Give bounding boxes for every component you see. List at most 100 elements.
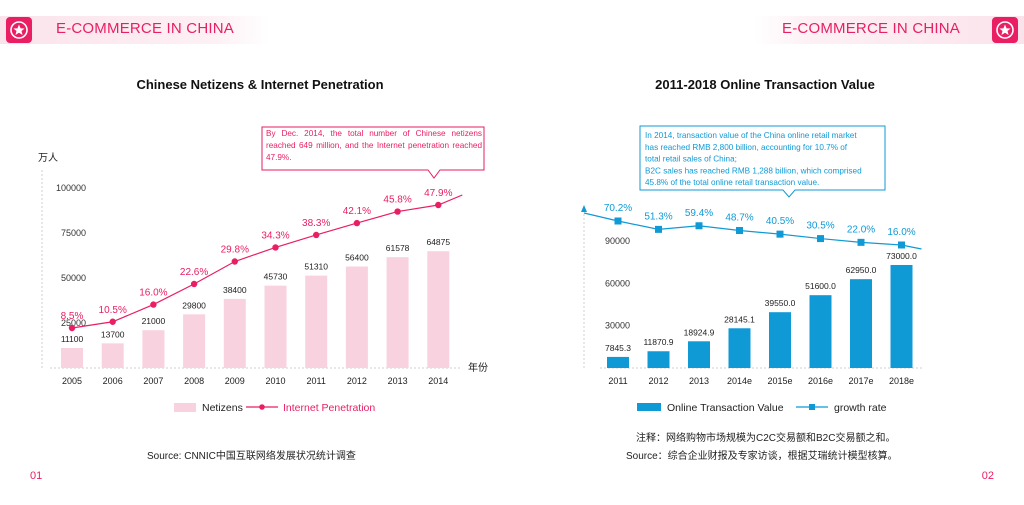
x-axis-unit: 年份 bbox=[468, 361, 488, 374]
penetration-value-label: 10.5% bbox=[99, 305, 127, 316]
netizens-value-label: 56400 bbox=[345, 252, 369, 262]
x-tick-label: 2005 bbox=[62, 376, 82, 386]
x-tick-label: 2012 bbox=[648, 376, 668, 386]
left-source: Source: CNNIC中国互联网络发展状况统计调查 bbox=[147, 449, 356, 462]
x-tick-label: 2014e bbox=[727, 376, 752, 386]
transaction-bar bbox=[809, 295, 832, 368]
y-tick-label: 60000 bbox=[605, 278, 630, 288]
penetration-point bbox=[231, 258, 238, 265]
growth-rate-label: 51.3% bbox=[644, 211, 672, 222]
netizens-value-label: 45730 bbox=[264, 272, 288, 282]
legend-transaction-label: Online Transaction Value bbox=[667, 402, 784, 414]
penetration-point bbox=[435, 201, 442, 209]
netizens-bar bbox=[223, 298, 246, 368]
penetration-point bbox=[150, 301, 157, 308]
netizens-bar bbox=[386, 257, 409, 368]
netizens-bar bbox=[264, 285, 287, 368]
growth-rate-label: 16.0% bbox=[887, 227, 915, 238]
netizens-value-label: 29800 bbox=[182, 300, 206, 310]
penetration-point bbox=[109, 318, 116, 325]
penetration-point bbox=[272, 244, 279, 251]
transaction-value-label: 51600.0 bbox=[805, 281, 836, 291]
transaction-bar bbox=[688, 341, 710, 368]
netizens-bar bbox=[61, 348, 83, 368]
transaction-value-label: 18924.9 bbox=[684, 327, 715, 337]
x-tick-label: 2011 bbox=[307, 376, 326, 386]
transaction-bar bbox=[769, 312, 791, 368]
legend-penetration-label: Internet Penetration bbox=[283, 402, 375, 414]
netizens-bar bbox=[305, 275, 328, 368]
y-tick-label: 75000 bbox=[61, 228, 86, 238]
transaction-value-label: 7845.3 bbox=[605, 343, 631, 353]
netizens-bar bbox=[427, 251, 450, 368]
legend-penetration-marker bbox=[259, 404, 265, 410]
transaction-value-label: 62950.0 bbox=[846, 265, 877, 275]
left-header-band bbox=[0, 16, 270, 44]
netizens-bar bbox=[183, 314, 206, 368]
annotation-line: has reached RMB 2,800 billion, accountin… bbox=[645, 143, 848, 152]
netizens-value-label: 61578 bbox=[386, 243, 410, 253]
netizens-value-label: 11100 bbox=[61, 334, 84, 344]
penetration-value-label: 22.6% bbox=[180, 267, 208, 278]
growth-rate-label: 40.5% bbox=[766, 216, 794, 227]
transaction-bar bbox=[607, 356, 629, 368]
y-axis-arrow bbox=[581, 205, 587, 212]
transaction-chart: In 2014, transaction value of the China … bbox=[581, 125, 922, 462]
penetration-point bbox=[394, 208, 401, 215]
growth-rate-point bbox=[655, 225, 662, 233]
legend-transaction-swatch bbox=[637, 403, 661, 411]
y-tick-label: 90000 bbox=[605, 236, 630, 246]
x-tick-label: 2014 bbox=[428, 376, 448, 386]
netizens-bar bbox=[142, 330, 165, 368]
section-title-left: E-COMMERCE IN CHINA bbox=[56, 20, 234, 37]
annotation-box bbox=[261, 126, 485, 179]
x-tick-label: 2006 bbox=[103, 376, 123, 386]
growth-rate-point bbox=[614, 217, 622, 225]
netizens-bar bbox=[345, 266, 368, 368]
annotation-line: In 2014, transaction value of the China … bbox=[645, 131, 857, 140]
transaction-value-label: 73000.0 bbox=[886, 251, 917, 261]
legend-growth-label: growth rate bbox=[834, 402, 887, 414]
annotation-line: B2C sales has reached RMB 1,288 billion,… bbox=[645, 166, 862, 175]
right-header-band bbox=[754, 16, 1024, 44]
netizens-value-label: 38400 bbox=[223, 285, 247, 295]
growth-rate-label: 59.4% bbox=[685, 208, 713, 219]
y-tick-label: 50000 bbox=[61, 273, 86, 283]
transaction-value-label: 28145.1 bbox=[724, 314, 755, 324]
growth-rate-label: 48.7% bbox=[725, 213, 753, 224]
growth-rate-point bbox=[817, 235, 824, 243]
transaction-bar bbox=[850, 279, 872, 368]
right-source: Source：综合企业财报及专家访谈，根据艾瑞统计模型核算。 bbox=[626, 449, 898, 462]
penetration-value-label: 16.0% bbox=[139, 288, 167, 299]
legend-netizens-swatch bbox=[174, 403, 196, 412]
penetration-point bbox=[68, 324, 76, 332]
y-axis-unit: 万人 bbox=[38, 152, 58, 164]
x-tick-label: 2009 bbox=[225, 376, 245, 386]
growth-rate-point bbox=[736, 227, 743, 235]
x-tick-label: 2011 bbox=[608, 376, 627, 386]
x-tick-label: 2013 bbox=[689, 376, 709, 386]
growth-rate-point bbox=[898, 241, 905, 249]
penetration-point bbox=[190, 280, 198, 288]
netizens-value-label: 21000 bbox=[142, 316, 166, 326]
legend-growth-marker bbox=[809, 404, 815, 410]
netizens-bar bbox=[101, 343, 124, 368]
x-tick-label: 2010 bbox=[265, 376, 285, 386]
penetration-value-label: 45.8% bbox=[383, 195, 411, 206]
y-tick-label: 30000 bbox=[605, 321, 630, 331]
growth-rate-label: 30.5% bbox=[806, 221, 834, 232]
growth-rate-label: 22.0% bbox=[847, 224, 875, 235]
netizens-value-label: 64875 bbox=[426, 237, 450, 247]
star-badge-icon bbox=[992, 17, 1018, 43]
growth-rate-point bbox=[776, 230, 784, 238]
netizens-value-label: 13700 bbox=[101, 329, 125, 339]
growth-rate-line bbox=[583, 212, 922, 250]
penetration-point bbox=[353, 219, 361, 227]
y-tick-label: 100000 bbox=[56, 183, 86, 193]
x-tick-label: 2013 bbox=[388, 376, 408, 386]
penetration-value-label: 34.3% bbox=[261, 230, 289, 241]
growth-rate-point bbox=[695, 222, 703, 230]
x-tick-label: 2008 bbox=[184, 376, 204, 386]
annotation-line: 45.8% of the total online retail transac… bbox=[645, 178, 819, 187]
transaction-bar bbox=[728, 328, 751, 368]
